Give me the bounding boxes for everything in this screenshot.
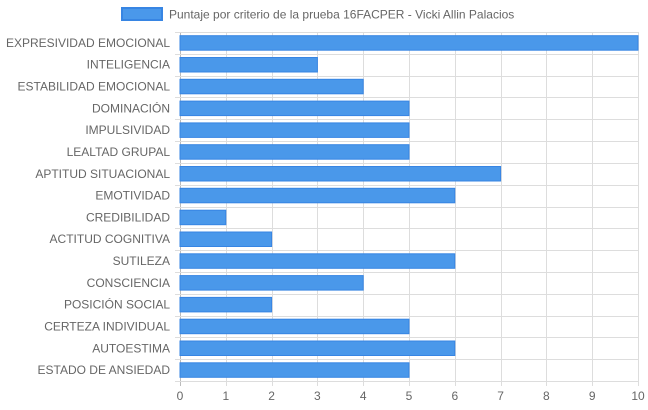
bar[interactable] (179, 362, 410, 378)
category-label: ESTABILIDAD EMOCIONAL (18, 80, 171, 94)
category-label: EXPRESIVIDAD EMOCIONAL (6, 36, 170, 50)
bars (179, 35, 639, 378)
x-tick-label: 9 (589, 389, 596, 403)
x-tick-label: 10 (631, 389, 645, 403)
bar[interactable] (179, 57, 318, 73)
bar[interactable] (179, 122, 410, 138)
category-label: ACTITUD COGNITIVA (50, 232, 170, 246)
category-label: SUTILEZA (113, 254, 170, 268)
bar[interactable] (179, 144, 410, 160)
bar[interactable] (179, 231, 273, 247)
x-tick-label: 8 (543, 389, 550, 403)
legend-swatch[interactable] (121, 7, 163, 21)
x-tick-label: 3 (314, 389, 321, 403)
bar[interactable] (179, 100, 410, 117)
bar[interactable] (179, 35, 639, 51)
grid-lines (175, 32, 639, 386)
category-label: EMOTIVIDAD (95, 189, 170, 203)
bar[interactable] (179, 296, 273, 313)
category-label: AUTOESTIMA (92, 341, 170, 355)
x-tick-label: 2 (268, 389, 275, 403)
bar[interactable] (179, 166, 502, 182)
bar[interactable] (179, 253, 456, 269)
category-label: IMPULSIVIDAD (85, 123, 170, 137)
category-label: CERTEZA INDIVIDUAL (44, 320, 170, 334)
x-tick-label: 1 (222, 389, 229, 403)
legend[interactable]: Puntaje por criterio de la prueba 16FACP… (121, 7, 514, 22)
x-tick-label: 7 (497, 389, 504, 403)
category-label: INTELIGENCIA (87, 58, 170, 72)
bar[interactable] (179, 275, 364, 291)
bar[interactable] (179, 318, 410, 335)
x-tick-label: 0 (177, 389, 184, 403)
bar[interactable] (179, 78, 364, 95)
category-label: DOMINACIÓN (92, 100, 170, 115)
legend-label[interactable]: Puntaje por criterio de la prueba 16FACP… (169, 8, 514, 22)
x-tick-label: 6 (451, 389, 458, 403)
category-labels: EXPRESIVIDAD EMOCIONAL INTELIGENCIA ESTABI… (6, 36, 170, 377)
x-axis-ticks: 0 1 2 3 4 5 6 7 8 9 10 (177, 389, 645, 403)
category-label: APTITUD SITUACIONAL (35, 167, 170, 181)
bar[interactable] (179, 187, 456, 204)
x-tick-label: 4 (360, 389, 367, 403)
x-tick-label: 5 (406, 389, 413, 403)
category-label: POSICIÓN SOCIAL (64, 297, 170, 312)
bar[interactable] (179, 340, 456, 356)
category-label: LEALTAD GRUPAL (67, 145, 171, 159)
category-label: CREDIBILIDAD (86, 210, 170, 224)
category-label: ESTADO DE ANSIEDAD (38, 363, 171, 377)
bar[interactable] (179, 209, 227, 226)
category-label: CONSCIENCIA (87, 276, 170, 290)
